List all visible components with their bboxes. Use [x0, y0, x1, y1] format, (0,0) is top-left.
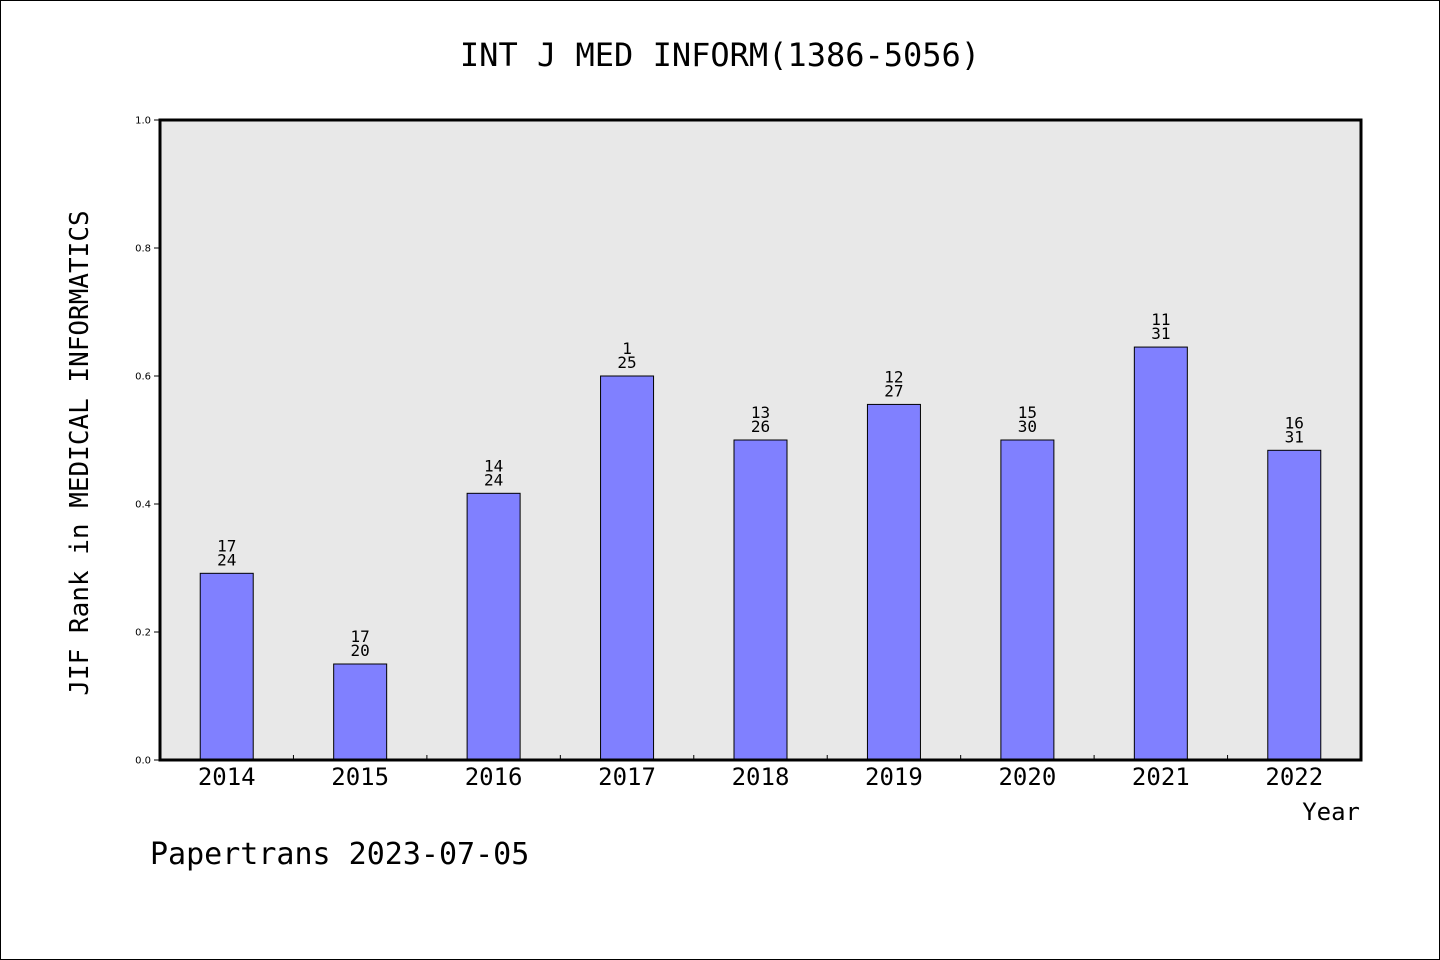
bar-total-label: 27 [884, 381, 903, 400]
y-tick-label: 0.2 [135, 628, 151, 639]
bar-rank-label: 13 [751, 403, 770, 422]
x-tick-label: 2020 [998, 763, 1056, 791]
bar-total-label: 24 [484, 470, 503, 489]
bar-2022 [1267, 449, 1322, 761]
bar-2015 [333, 663, 388, 761]
bar-total-label: 31 [1285, 427, 1304, 446]
x-axis-label: Year [1302, 798, 1360, 826]
bar-rank-label: 1 [622, 339, 632, 358]
x-tick-label: 2019 [865, 763, 923, 791]
footer-credit: Papertrans 2023-07-05 [150, 837, 529, 872]
chart-title: INT J MED INFORM(1386-5056) [460, 36, 980, 74]
bar-2021 [1133, 346, 1188, 761]
x-tick-label: 2017 [598, 763, 656, 791]
bar-2014 [199, 572, 254, 761]
x-tick-label: 2022 [1265, 763, 1323, 791]
y-tick-label: 0.4 [135, 500, 151, 511]
y-axis-ticks: 0.0 0.2 0.4 0.6 0.8 1.0 [135, 116, 160, 767]
y-tick-label: 0.8 [135, 244, 151, 255]
bar-2019 [866, 403, 921, 761]
bar-total-label: 30 [1018, 417, 1037, 436]
bar-2017 [600, 375, 655, 761]
bar-2020 [1000, 439, 1055, 761]
bar-2018 [733, 439, 788, 761]
x-tick-label: 2016 [465, 763, 523, 791]
bar-total-label: 24 [217, 550, 236, 569]
y-axis-label: JIF Rank in MEDICAL INFORMATICS [65, 210, 95, 695]
bar-rank-label: 12 [884, 367, 903, 386]
x-tick-label: 2014 [198, 763, 256, 791]
bar-rank-label: 17 [351, 627, 370, 646]
plot-border [158, 118, 1363, 762]
bar-rank-label: 16 [1285, 413, 1304, 432]
bar-rank-label: 11 [1151, 310, 1170, 329]
y-tick-label: 0.0 [135, 756, 151, 767]
x-axis-ticks: 2014 2015 2016 2017 2018 2019 2020 2021 2022 [198, 755, 1323, 791]
y-tick-label: 1.0 [135, 116, 151, 127]
x-tick-label: 2018 [732, 763, 790, 791]
bar-total-label: 26 [751, 417, 770, 436]
bar-2016 [466, 492, 521, 761]
bar-rank-label: 17 [217, 536, 236, 555]
bar-rank-label: 14 [484, 456, 503, 475]
y-tick-label: 0.6 [135, 372, 151, 383]
bar-total-label: 25 [617, 353, 636, 372]
bar-total-label: 31 [1151, 324, 1170, 343]
x-tick-label: 2021 [1132, 763, 1190, 791]
x-tick-label: 2015 [331, 763, 389, 791]
bar-rank-label: 15 [1018, 403, 1037, 422]
bar-total-label: 20 [351, 641, 370, 660]
